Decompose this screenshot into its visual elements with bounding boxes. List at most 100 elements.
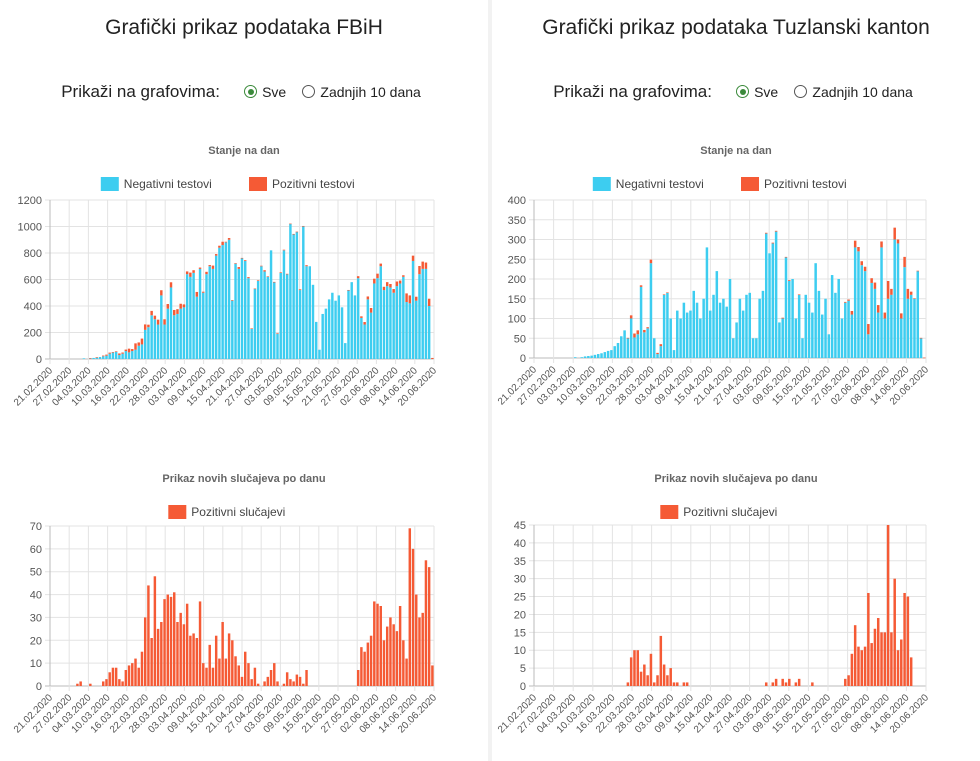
- bar: [147, 327, 150, 359]
- bar: [360, 316, 363, 318]
- bar: [376, 273, 379, 279]
- bar: [118, 353, 121, 356]
- bar: [79, 681, 82, 686]
- y-tick-label: 10: [30, 658, 42, 670]
- bar: [649, 653, 653, 686]
- bar: [189, 272, 192, 277]
- bar: [600, 353, 603, 358]
- bar: [613, 346, 616, 358]
- y-tick-label: 200: [508, 274, 526, 286]
- y-tick-label: 200: [24, 328, 42, 340]
- bar: [784, 257, 788, 358]
- bar: [121, 352, 124, 354]
- bar: [886, 525, 890, 686]
- bar: [185, 271, 189, 275]
- chart-title: Stanje na dan: [700, 145, 772, 157]
- bar: [590, 355, 593, 358]
- bar: [669, 668, 672, 686]
- bar: [192, 633, 195, 686]
- bar: [748, 292, 752, 358]
- bar: [421, 268, 424, 359]
- bar: [672, 682, 676, 686]
- bar: [205, 274, 208, 359]
- bar: [643, 664, 646, 686]
- bar: [179, 612, 182, 686]
- bar: [169, 287, 173, 359]
- bar: [179, 303, 182, 309]
- y-tick-label: 20: [30, 635, 42, 647]
- bar: [893, 578, 896, 686]
- bar: [302, 226, 305, 359]
- bar: [662, 294, 666, 296]
- bar: [639, 671, 643, 686]
- bar: [205, 667, 208, 686]
- bar: [903, 256, 906, 268]
- bar: [656, 354, 659, 358]
- bar: [202, 663, 205, 686]
- option-last-10-days-radio[interactable]: Zadnjih 10 dana: [794, 84, 913, 100]
- bar: [150, 315, 153, 359]
- bar: [860, 650, 864, 686]
- bar: [276, 681, 279, 686]
- bar: [725, 306, 728, 358]
- bar: [102, 681, 105, 686]
- bar: [903, 267, 906, 358]
- bar: [712, 294, 715, 358]
- bar: [418, 274, 421, 359]
- bar: [896, 650, 900, 686]
- bar: [108, 353, 111, 359]
- bar: [385, 286, 389, 360]
- bar: [305, 266, 308, 359]
- radio-selected-icon: [244, 85, 258, 98]
- radio-selected-icon: [736, 85, 750, 98]
- bar: [224, 242, 228, 359]
- bar: [662, 294, 666, 358]
- bar: [405, 302, 408, 359]
- option-all-radio[interactable]: Sve: [244, 84, 286, 100]
- bar: [418, 265, 421, 275]
- bar: [176, 309, 179, 314]
- y-tick-label: 300: [508, 235, 526, 247]
- radio-empty-icon: [302, 85, 316, 98]
- bar: [263, 271, 266, 359]
- bar: [880, 247, 883, 358]
- bar: [363, 322, 366, 325]
- bar: [169, 282, 173, 288]
- bar: [626, 682, 630, 686]
- chart-fbih-novi-slucajevi: Prikaz novih slučajeva po danu Pozitivni …: [12, 473, 439, 736]
- bar: [153, 576, 157, 686]
- bar: [137, 345, 140, 359]
- y-tick-label: 0: [36, 681, 42, 693]
- bar: [256, 280, 260, 281]
- bar: [131, 663, 134, 686]
- bar: [643, 329, 646, 333]
- bar: [909, 657, 913, 686]
- bar: [857, 646, 860, 686]
- option-all-radio[interactable]: Sve: [736, 84, 778, 100]
- bar: [379, 263, 382, 267]
- bar: [360, 647, 363, 686]
- bar: [295, 231, 299, 359]
- bar: [324, 308, 328, 359]
- bar: [844, 301, 847, 303]
- y-tick-label: 10: [514, 645, 526, 657]
- bar: [424, 262, 428, 269]
- bar: [282, 683, 286, 686]
- bar: [140, 338, 144, 345]
- bar: [587, 356, 590, 358]
- bar: [140, 344, 144, 359]
- bar: [385, 282, 389, 287]
- bar: [308, 266, 311, 359]
- bar: [633, 333, 636, 338]
- bar: [639, 286, 643, 358]
- bar: [256, 683, 260, 686]
- chart-title: Prikaz novih slučajeva po danu: [162, 473, 325, 485]
- bar: [847, 299, 850, 301]
- bar: [427, 298, 431, 306]
- bar: [398, 283, 402, 359]
- bar: [143, 329, 147, 359]
- y-tick-label: 350: [508, 215, 526, 227]
- bar: [166, 304, 170, 309]
- option-last-10-days-radio[interactable]: Zadnjih 10 dana: [302, 84, 421, 100]
- y-tick-label: 20: [514, 609, 526, 621]
